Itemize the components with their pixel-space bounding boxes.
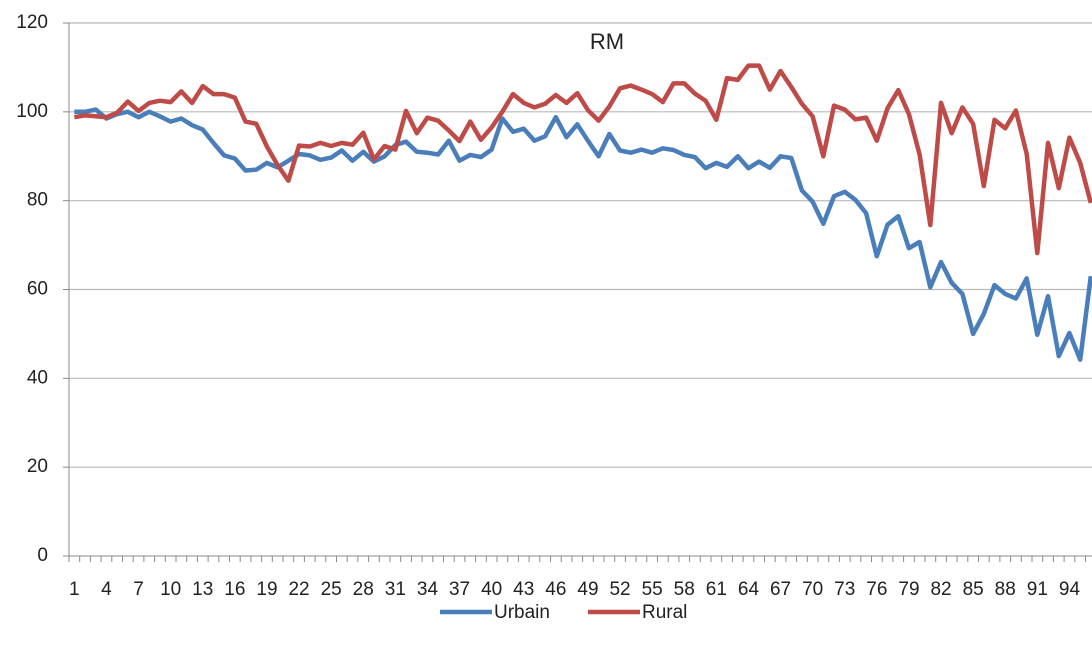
x-tick-label: 55 — [642, 579, 663, 600]
x-tick-label: 85 — [963, 579, 984, 600]
y-tick-label: 120 — [16, 12, 48, 33]
x-tick-label: 52 — [609, 579, 630, 600]
y-tick-label: 20 — [27, 456, 48, 477]
y-tick-label: 0 — [37, 545, 48, 566]
x-tick-label: 34 — [417, 579, 439, 600]
x-tick-label: 25 — [321, 579, 342, 600]
x-tick-label: 31 — [385, 579, 406, 600]
x-tick-label: 70 — [802, 579, 823, 600]
x-tick-label: 79 — [898, 579, 919, 600]
x-tick-label: 91 — [1027, 579, 1048, 600]
x-tick-label: 76 — [866, 579, 887, 600]
series-line — [74, 107, 1092, 362]
x-tick-label: 94 — [1059, 579, 1081, 600]
y-tick-label: 60 — [27, 279, 48, 300]
x-tick-label: 73 — [834, 579, 855, 600]
x-tick-label: 43 — [513, 579, 534, 600]
x-tick-label: 10 — [160, 579, 181, 600]
y-tick-label: 100 — [16, 101, 48, 122]
x-tick-label: 37 — [449, 579, 470, 600]
x-tick-label: 61 — [706, 579, 727, 600]
x-tick-label: 82 — [930, 579, 951, 600]
series-line — [73, 63, 1092, 256]
x-tick-label: 13 — [192, 579, 213, 600]
legend-label: Rural — [642, 602, 687, 623]
x-tick-label: 46 — [545, 579, 566, 600]
x-tick-label: 16 — [224, 579, 245, 600]
legend-label: Urbain — [494, 602, 550, 623]
y-tick-label: 40 — [27, 367, 48, 388]
x-tick-label: 88 — [995, 579, 1016, 600]
x-tick-label: 1 — [69, 579, 80, 600]
x-tick-label: 7 — [133, 579, 144, 600]
chart-title: RM — [590, 29, 624, 54]
x-tick-label: 58 — [674, 579, 695, 600]
x-tick-label: 40 — [481, 579, 502, 600]
x-tick-label: 49 — [577, 579, 598, 600]
x-tick-label: 64 — [738, 579, 760, 600]
x-tick-label: 22 — [288, 579, 309, 600]
x-tick-label: 67 — [770, 579, 791, 600]
y-tick-label: 80 — [27, 190, 48, 211]
x-tick-label: 28 — [353, 579, 374, 600]
x-tick-label: 4 — [101, 579, 112, 600]
x-tick-label: 19 — [256, 579, 277, 600]
